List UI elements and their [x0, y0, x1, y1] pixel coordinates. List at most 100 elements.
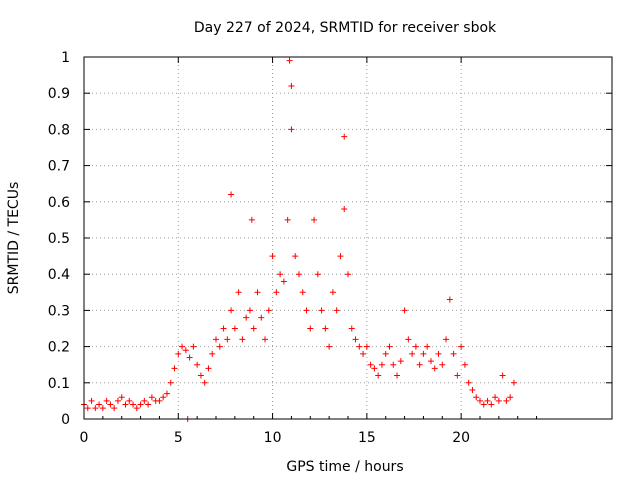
- data-point: [137, 401, 144, 408]
- data-point: [243, 314, 250, 321]
- data-point: [492, 394, 499, 401]
- data-point: [360, 350, 367, 357]
- data-point: [220, 325, 227, 332]
- data-point: [254, 289, 261, 296]
- data-point: [277, 271, 284, 278]
- data-point: [231, 325, 238, 332]
- data-point: [397, 358, 404, 365]
- data-point: [326, 343, 333, 350]
- data-point: [167, 379, 174, 386]
- y-axis-title: SRMTID / TECUs: [6, 182, 22, 295]
- data-point: [495, 397, 502, 404]
- data-point: [390, 361, 397, 368]
- data-point: [416, 361, 423, 368]
- y-tick-label: 0.1: [48, 376, 70, 392]
- data-point: [473, 394, 480, 401]
- data-point: [375, 372, 382, 379]
- data-point: [235, 289, 242, 296]
- data-point: [329, 289, 336, 296]
- data-point: [412, 343, 419, 350]
- y-tick-label: 0.4: [48, 267, 70, 283]
- data-point: [405, 336, 412, 343]
- data-point: [356, 343, 363, 350]
- x-tick-label: 5: [174, 430, 183, 446]
- data-point: [507, 394, 514, 401]
- data-point: [197, 372, 204, 379]
- data-point: [288, 126, 295, 133]
- data-point: [84, 405, 91, 412]
- data-point: [409, 350, 416, 357]
- data-point: [126, 397, 133, 404]
- data-point: [239, 336, 246, 343]
- data-point: [190, 343, 197, 350]
- data-point: [348, 325, 355, 332]
- data-point: [171, 365, 178, 372]
- x-tick-label: 20: [452, 430, 470, 446]
- data-point: [265, 307, 272, 314]
- data-point: [213, 336, 219, 343]
- data-point: [92, 405, 99, 412]
- tick-labels: 00.10.20.30.40.50.60.70.80.910 5 10 15 20: [48, 50, 470, 446]
- data-point: [371, 365, 378, 372]
- data-point: [122, 401, 129, 408]
- data-point: [484, 397, 491, 404]
- data-point: [337, 253, 344, 260]
- data-point: [258, 314, 265, 321]
- data-point: [424, 343, 431, 350]
- data-point: [439, 361, 446, 368]
- data-point: [107, 401, 114, 408]
- data-point: [322, 325, 329, 332]
- data-point: [99, 405, 106, 412]
- data-point: [461, 361, 468, 368]
- y-tick-label: 0: [61, 412, 70, 428]
- data-point: [114, 397, 121, 404]
- data-point: [311, 216, 318, 223]
- data-point: [420, 350, 427, 357]
- data-point: [286, 57, 293, 64]
- data-point: [367, 361, 374, 368]
- data-point: [130, 401, 137, 408]
- data-point: [96, 401, 103, 408]
- data-point: [303, 307, 310, 314]
- data-point: [228, 191, 235, 198]
- y-tick-label: 0.9: [48, 86, 70, 102]
- data-point: [160, 394, 167, 401]
- data-point: [299, 289, 306, 296]
- data-point: [382, 350, 389, 357]
- data-point: [510, 379, 517, 386]
- y-tick-label: 0.8: [48, 122, 70, 138]
- plot-frame: [83, 56, 613, 420]
- data-point: [378, 361, 385, 368]
- data-point: [446, 296, 453, 303]
- data-point: [273, 289, 280, 296]
- data-point: [262, 336, 269, 343]
- data-point: [458, 343, 465, 350]
- data-point: [248, 216, 255, 223]
- data-point: [469, 387, 476, 394]
- data-point: [216, 343, 223, 350]
- x-tick-label: 0: [80, 430, 89, 446]
- data-point: [145, 401, 152, 408]
- data-point: [345, 271, 351, 278]
- data-point: [431, 365, 438, 372]
- data-point: [194, 361, 201, 368]
- data-point: [201, 379, 208, 386]
- data-point: [284, 216, 291, 223]
- data-point: [118, 394, 125, 401]
- data-point: [88, 397, 95, 404]
- data-point: [179, 343, 186, 350]
- data-point: [443, 336, 450, 343]
- data-point: [480, 401, 487, 408]
- data-point: [175, 350, 182, 357]
- data-point: [333, 307, 340, 314]
- data-point: [141, 397, 148, 404]
- y-tick-label: 0.5: [48, 231, 70, 247]
- data-points: [81, 57, 517, 422]
- data-point: [246, 307, 253, 314]
- data-point: [250, 325, 257, 332]
- data-point: [148, 394, 155, 401]
- data-point: [394, 372, 401, 379]
- data-point: [163, 390, 170, 397]
- data-point: [133, 405, 140, 412]
